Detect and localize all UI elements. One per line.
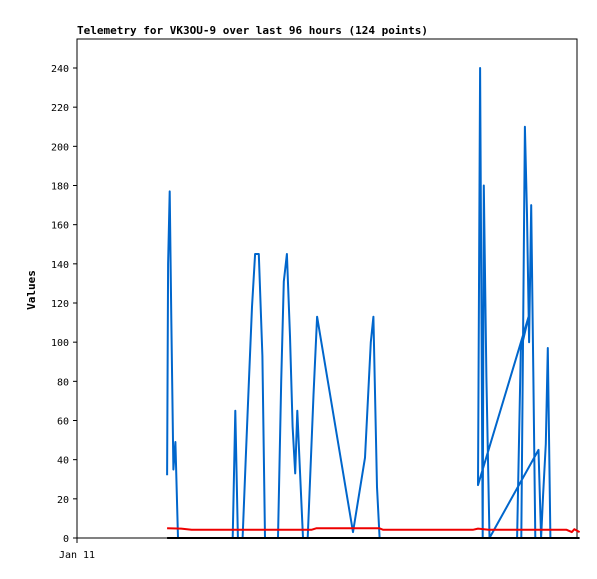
y-tick-label: 200 (51, 142, 69, 153)
x-axis-ticks: Jan 11 (59, 538, 95, 561)
y-tick-label: 20 (57, 495, 69, 506)
series-line-1 (167, 527, 581, 534)
series-layer (166, 67, 581, 539)
y-tick-label: 140 (51, 260, 69, 271)
plot-frame (76, 38, 578, 539)
y-tick-label: 180 (51, 182, 69, 193)
y-tick-label: 0 (63, 534, 69, 545)
y-tick-label: 60 (57, 417, 69, 428)
series-line-0 (166, 67, 552, 539)
y-tick-label: 80 (57, 377, 69, 388)
y-axis-label: Values (25, 270, 38, 310)
y-tick-label: 160 (51, 221, 69, 232)
y-axis-ticks: 0 20 40 60 80 100 120 140 160 180 200 220 240 (51, 64, 77, 545)
y-tick-label: 220 (51, 103, 69, 114)
y-tick-label: 40 (57, 456, 69, 467)
x-tick-label: Jan 11 (59, 550, 95, 561)
y-tick-label: 120 (51, 299, 69, 310)
y-tick-label: 240 (51, 64, 69, 75)
y-tick-label: 100 (51, 338, 69, 349)
chart-title: Telemetry for VK3OU-9 over last 96 hours… (77, 24, 428, 37)
